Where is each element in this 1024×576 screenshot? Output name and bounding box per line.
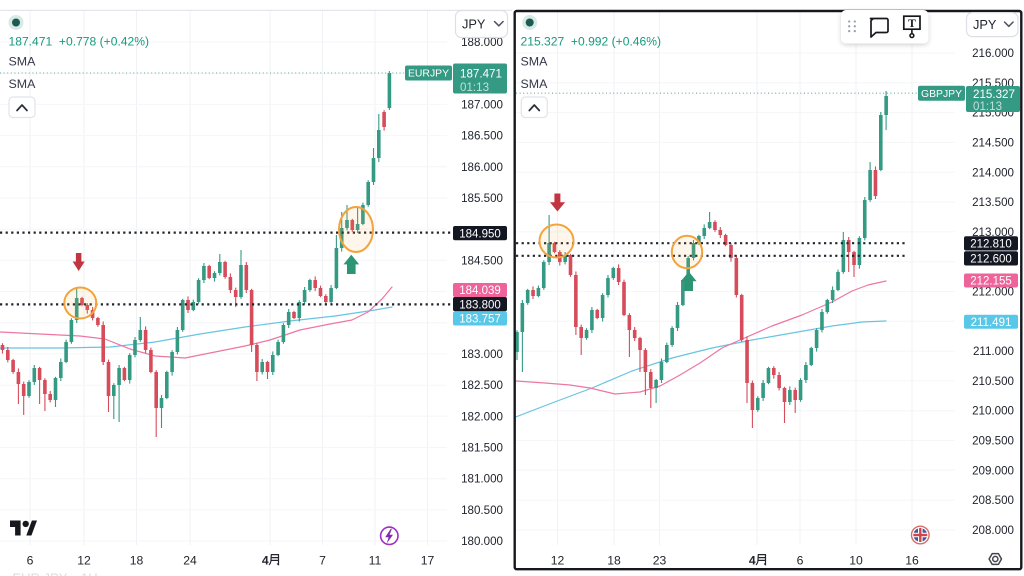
svg-text:EURJPY: EURJPY: [408, 69, 449, 80]
svg-text:186.500: 186.500: [461, 130, 503, 143]
svg-text:6: 6: [797, 554, 804, 568]
svg-text:01:13: 01:13: [460, 81, 489, 94]
svg-text:183.000: 183.000: [461, 348, 503, 361]
svg-text:212.810: 212.810: [970, 239, 1012, 251]
svg-text:180.000: 180.000: [461, 535, 503, 548]
svg-text:4: 4: [749, 554, 756, 568]
svg-text:23: 23: [653, 554, 667, 568]
svg-text:JPY: JPY: [462, 17, 486, 32]
svg-text:180.500: 180.500: [461, 504, 503, 517]
svg-text:186.000: 186.000: [461, 161, 503, 174]
svg-text:210.500: 210.500: [972, 375, 1014, 388]
svg-text:SMA: SMA: [521, 54, 549, 68]
svg-text:213.500: 213.500: [972, 196, 1014, 209]
svg-text:1H: 1H: [81, 571, 98, 576]
svg-text:6: 6: [27, 554, 34, 568]
svg-text:4: 4: [262, 554, 269, 568]
svg-text:187.471 +0.778 (+0.42%): 187.471 +0.778 (+0.42%): [9, 35, 150, 49]
svg-text:24: 24: [183, 554, 197, 568]
svg-text:184.039: 184.039: [459, 285, 501, 297]
svg-text:210.000: 210.000: [972, 405, 1014, 418]
svg-text:216.000: 216.000: [972, 47, 1014, 60]
svg-text:209.500: 209.500: [972, 435, 1014, 448]
svg-text:12: 12: [551, 554, 565, 568]
svg-text:183.800: 183.800: [459, 299, 501, 311]
svg-text:18: 18: [130, 554, 144, 568]
svg-text:184.950: 184.950: [459, 228, 501, 240]
svg-text:187.000: 187.000: [461, 99, 503, 112]
svg-text:18: 18: [607, 554, 621, 568]
svg-text:215.327 +0.992 (+0.46%): 215.327 +0.992 (+0.46%): [521, 35, 662, 49]
svg-text:211.000: 211.000: [973, 345, 1014, 358]
svg-text:EUR JPY: EUR JPY: [13, 571, 68, 576]
svg-text:208.000: 208.000: [972, 524, 1014, 537]
svg-text:17: 17: [421, 554, 435, 568]
svg-text:181.500: 181.500: [461, 442, 503, 455]
svg-text:185.500: 185.500: [461, 192, 503, 205]
svg-text:183.757: 183.757: [459, 314, 501, 326]
svg-text:T: T: [908, 18, 916, 30]
svg-text:182.000: 182.000: [461, 410, 503, 423]
svg-text:12: 12: [77, 554, 91, 568]
svg-text:214.500: 214.500: [972, 137, 1014, 150]
svg-text:188.000: 188.000: [461, 36, 503, 49]
svg-text:GBPJPY: GBPJPY: [921, 89, 962, 100]
svg-text:187.471: 187.471: [460, 67, 502, 80]
svg-text:SMA: SMA: [9, 77, 37, 91]
svg-text:182.500: 182.500: [461, 379, 503, 392]
svg-text:211.491: 211.491: [971, 317, 1012, 329]
svg-text:212.000: 212.000: [972, 286, 1014, 299]
svg-text:181.000: 181.000: [461, 473, 503, 486]
svg-text:SMA: SMA: [521, 77, 549, 91]
svg-text:209.000: 209.000: [972, 464, 1014, 477]
svg-text:184.500: 184.500: [461, 254, 503, 267]
svg-text:215.327: 215.327: [973, 88, 1015, 101]
svg-text:212.600: 212.600: [970, 254, 1012, 266]
svg-text:10: 10: [849, 554, 863, 568]
svg-text:SMA: SMA: [9, 54, 37, 68]
svg-text:7: 7: [319, 554, 326, 568]
svg-text:208.500: 208.500: [972, 494, 1014, 507]
svg-text:JPY: JPY: [973, 17, 997, 32]
svg-text:213.000: 213.000: [972, 226, 1014, 239]
svg-text:212.155: 212.155: [970, 276, 1012, 288]
svg-text:214.000: 214.000: [972, 166, 1014, 179]
svg-text:01:13: 01:13: [973, 100, 1002, 113]
svg-text:16: 16: [905, 554, 919, 568]
svg-text:11: 11: [369, 554, 382, 568]
